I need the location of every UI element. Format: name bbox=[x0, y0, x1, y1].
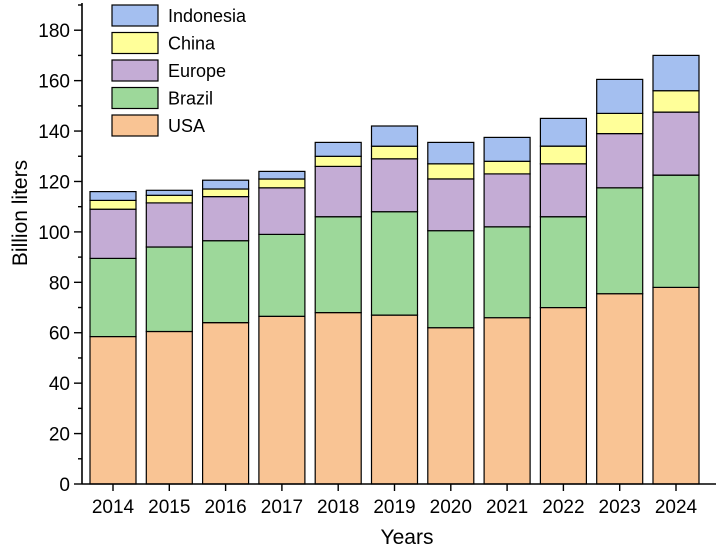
bar-indonesia-2023 bbox=[596, 78, 644, 115]
bar-europe-2020 bbox=[427, 178, 475, 232]
bar-china-2019 bbox=[370, 145, 419, 160]
bar-china-2017 bbox=[258, 178, 306, 189]
bar-brazil-2014 bbox=[89, 257, 137, 338]
bar-europe-2024 bbox=[652, 111, 700, 176]
bar-indonesia-2016 bbox=[202, 179, 250, 190]
bar-usa-2021 bbox=[483, 317, 531, 485]
bar-usa-2016 bbox=[202, 322, 250, 485]
x-tick-label: 2021 bbox=[486, 497, 528, 518]
legend-label-china: China bbox=[168, 34, 216, 54]
x-tick-label: 2014 bbox=[92, 497, 135, 518]
legend-label-indonesia: Indonesia bbox=[168, 6, 247, 26]
bar-china-2024 bbox=[652, 90, 700, 113]
bar-usa-2015 bbox=[145, 330, 193, 485]
bars-group bbox=[89, 54, 700, 485]
bar-indonesia-2021 bbox=[483, 136, 531, 162]
bar-usa-2024 bbox=[652, 286, 700, 485]
bar-brazil-2018 bbox=[314, 216, 362, 314]
bar-brazil-2023 bbox=[596, 187, 644, 295]
y-tick-label: 120 bbox=[38, 172, 70, 193]
x-tick-label: 2023 bbox=[599, 497, 641, 518]
bar-indonesia-2015 bbox=[145, 189, 193, 196]
legend-label-brazil: Brazil bbox=[168, 89, 213, 109]
bar-brazil-2022 bbox=[539, 216, 588, 309]
bar-brazil-2015 bbox=[145, 246, 193, 333]
bar-europe-2016 bbox=[202, 196, 250, 242]
legend-label-usa: USA bbox=[168, 116, 205, 136]
x-tick-label: 2018 bbox=[317, 497, 359, 518]
y-tick-label: 180 bbox=[38, 21, 70, 42]
bar-usa-2018 bbox=[314, 312, 362, 485]
bar-europe-2018 bbox=[314, 165, 362, 218]
x-tick-label: 2017 bbox=[261, 497, 303, 518]
y-tick-label: 80 bbox=[49, 273, 70, 294]
y-tick-label: 160 bbox=[38, 72, 70, 93]
bar-brazil-2024 bbox=[652, 174, 700, 288]
bar-brazil-2019 bbox=[370, 211, 419, 316]
y-tick-label: 20 bbox=[49, 425, 70, 446]
x-axis-title: Years bbox=[381, 526, 434, 549]
bar-usa-2017 bbox=[258, 315, 306, 485]
bar-china-2021 bbox=[483, 160, 531, 175]
bar-indonesia-2020 bbox=[427, 141, 475, 165]
x-tick-label: 2024 bbox=[655, 497, 698, 518]
bar-usa-2019 bbox=[370, 314, 419, 485]
bar-china-2023 bbox=[596, 112, 644, 135]
bar-europe-2022 bbox=[539, 163, 588, 218]
bar-usa-2023 bbox=[596, 293, 644, 485]
x-tick-label: 2020 bbox=[430, 497, 472, 518]
axes-group: 0 20 40 60 80 100 120 140 160 180 2014 2015 2016 2017… bbox=[38, 3, 716, 518]
x-tick-label: 2019 bbox=[373, 497, 415, 518]
bar-brazil-2016 bbox=[202, 240, 250, 324]
x-tick-label: 2015 bbox=[148, 497, 190, 518]
bar-indonesia-2018 bbox=[314, 141, 362, 157]
bar-europe-2014 bbox=[89, 208, 137, 259]
legend-swatch-china bbox=[111, 31, 159, 55]
bar-brazil-2017 bbox=[258, 233, 306, 317]
bar-usa-2020 bbox=[427, 327, 475, 485]
bar-indonesia-2019 bbox=[370, 125, 419, 147]
bar-indonesia-2014 bbox=[89, 191, 137, 202]
bar-china-2022 bbox=[539, 145, 588, 165]
bar-china-2018 bbox=[314, 155, 362, 168]
bar-usa-2014 bbox=[89, 335, 137, 485]
y-tick-label: 100 bbox=[38, 223, 70, 244]
bar-europe-2023 bbox=[596, 133, 644, 189]
bar-china-2020 bbox=[427, 163, 475, 180]
x-tick-label: 2022 bbox=[542, 497, 584, 518]
y-axis-title: Billion liters bbox=[9, 160, 32, 266]
bar-europe-2019 bbox=[370, 158, 419, 213]
legend-swatch-usa bbox=[111, 114, 159, 137]
bar-europe-2021 bbox=[483, 173, 531, 228]
legend-swatch-europe bbox=[111, 59, 159, 82]
legend-swatch-indonesia bbox=[111, 4, 159, 27]
bar-indonesia-2024 bbox=[652, 54, 700, 92]
legend-label-europe: Europe bbox=[168, 61, 226, 81]
y-tick-label: 40 bbox=[49, 374, 70, 395]
bar-usa-2022 bbox=[539, 306, 588, 485]
bar-brazil-2021 bbox=[483, 226, 531, 319]
legend-swatch-brazil bbox=[111, 86, 159, 110]
legend: Indonesia China Europe Brazil USA bbox=[111, 4, 247, 137]
bar-china-2015 bbox=[145, 194, 193, 204]
y-tick-label: 140 bbox=[38, 122, 70, 143]
y-tick-label: 60 bbox=[49, 324, 70, 345]
bar-brazil-2020 bbox=[427, 230, 475, 329]
bar-europe-2015 bbox=[145, 202, 193, 248]
bar-indonesia-2017 bbox=[258, 170, 306, 180]
x-tick-label: 2016 bbox=[204, 497, 246, 518]
y-tick-label: 0 bbox=[59, 475, 70, 496]
bar-china-2016 bbox=[202, 188, 250, 198]
bar-china-2014 bbox=[89, 199, 137, 210]
bar-europe-2017 bbox=[258, 187, 306, 236]
bar-indonesia-2022 bbox=[539, 117, 588, 147]
